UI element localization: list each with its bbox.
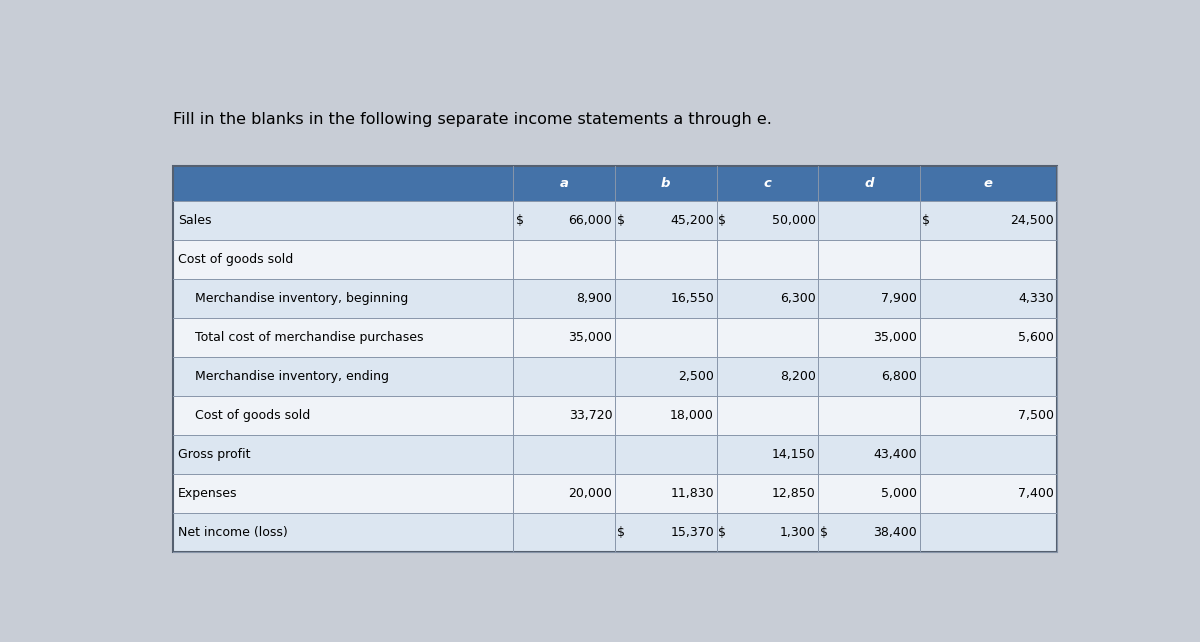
Text: 45,200: 45,200 xyxy=(671,214,714,227)
Text: 4,330: 4,330 xyxy=(1019,291,1054,305)
Text: 7,900: 7,900 xyxy=(881,291,917,305)
Text: 5,600: 5,600 xyxy=(1019,331,1054,343)
Text: 5,000: 5,000 xyxy=(881,487,917,499)
Text: 20,000: 20,000 xyxy=(569,487,612,499)
Bar xyxy=(173,357,1057,395)
Bar xyxy=(173,201,1057,239)
Text: 18,000: 18,000 xyxy=(670,409,714,422)
Text: Sales: Sales xyxy=(178,214,211,227)
Text: Cost of goods sold: Cost of goods sold xyxy=(178,253,293,266)
Text: 8,900: 8,900 xyxy=(576,291,612,305)
Text: $: $ xyxy=(719,214,726,227)
Text: 38,400: 38,400 xyxy=(874,526,917,539)
Text: Expenses: Expenses xyxy=(178,487,238,499)
Text: 50,000: 50,000 xyxy=(772,214,816,227)
Text: 7,500: 7,500 xyxy=(1018,409,1054,422)
Bar xyxy=(173,279,1057,318)
Text: $: $ xyxy=(516,214,524,227)
Text: 6,800: 6,800 xyxy=(881,370,917,383)
Text: 43,400: 43,400 xyxy=(874,447,917,461)
Text: $: $ xyxy=(922,214,930,227)
Text: 12,850: 12,850 xyxy=(772,487,816,499)
Text: Cost of goods sold: Cost of goods sold xyxy=(186,409,310,422)
Text: 33,720: 33,720 xyxy=(569,409,612,422)
Text: Merchandise inventory, beginning: Merchandise inventory, beginning xyxy=(186,291,408,305)
Text: Total cost of merchandise purchases: Total cost of merchandise purchases xyxy=(186,331,424,343)
Text: 15,370: 15,370 xyxy=(671,526,714,539)
Bar xyxy=(173,239,1057,279)
Text: e: e xyxy=(984,177,992,190)
Text: $: $ xyxy=(719,526,726,539)
Text: 35,000: 35,000 xyxy=(569,331,612,343)
Text: 1,300: 1,300 xyxy=(780,526,816,539)
Text: c: c xyxy=(763,177,772,190)
Bar xyxy=(173,166,1057,201)
Text: $: $ xyxy=(617,214,625,227)
Text: 14,150: 14,150 xyxy=(772,447,816,461)
Bar xyxy=(173,395,1057,435)
Text: $: $ xyxy=(617,526,625,539)
Text: 24,500: 24,500 xyxy=(1010,214,1054,227)
Bar xyxy=(173,512,1057,551)
Text: Merchandise inventory, ending: Merchandise inventory, ending xyxy=(186,370,389,383)
Text: Gross profit: Gross profit xyxy=(178,447,250,461)
Text: 35,000: 35,000 xyxy=(874,331,917,343)
Text: 11,830: 11,830 xyxy=(671,487,714,499)
Bar xyxy=(173,435,1057,474)
Text: 7,400: 7,400 xyxy=(1019,487,1054,499)
Text: 6,300: 6,300 xyxy=(780,291,816,305)
Text: d: d xyxy=(864,177,874,190)
Bar xyxy=(173,474,1057,512)
Text: $: $ xyxy=(820,526,828,539)
Text: Net income (loss): Net income (loss) xyxy=(178,526,288,539)
Text: Fill in the blanks in the following separate income statements a through e.: Fill in the blanks in the following sepa… xyxy=(173,112,772,126)
Text: 8,200: 8,200 xyxy=(780,370,816,383)
Text: 16,550: 16,550 xyxy=(671,291,714,305)
Text: 66,000: 66,000 xyxy=(569,214,612,227)
Text: a: a xyxy=(559,177,569,190)
Text: 2,500: 2,500 xyxy=(678,370,714,383)
Text: b: b xyxy=(661,177,671,190)
Bar xyxy=(173,318,1057,357)
